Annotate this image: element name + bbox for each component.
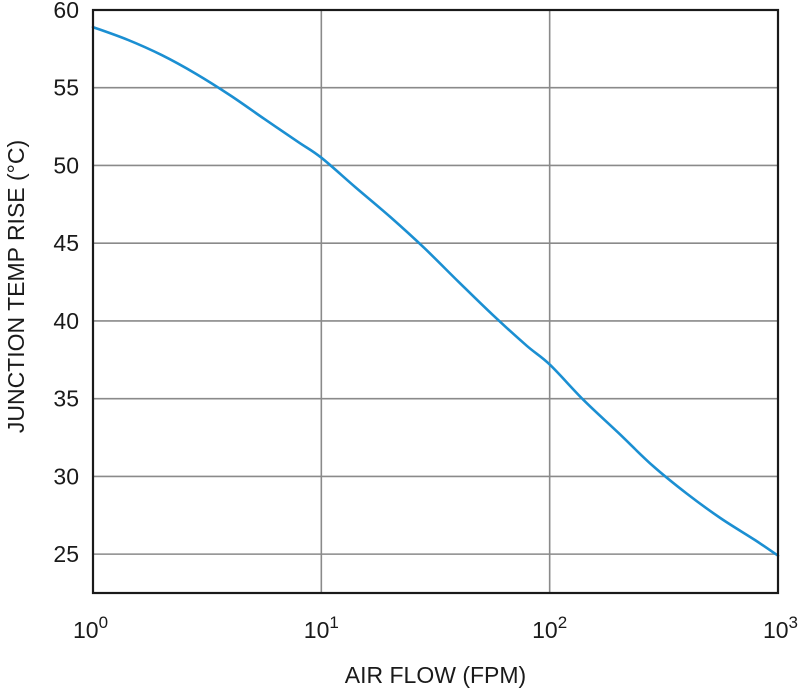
y-tick-label: 25: [53, 541, 79, 567]
series-line: [91, 25, 780, 557]
x-tick-base: 10: [73, 617, 99, 643]
x-tick-label: 101: [304, 613, 339, 643]
y-tick-label: 45: [53, 230, 79, 256]
plot-frame: [91, 8, 780, 595]
x-tick-exponent: 2: [558, 613, 567, 632]
y-tick-label: 40: [53, 308, 79, 334]
y-axis-label: JUNCTION TEMP RISE (°C): [3, 140, 29, 433]
y-tick-label: 55: [53, 75, 79, 101]
x-tick-base: 10: [532, 617, 558, 643]
x-tick-exponent: 0: [99, 613, 108, 632]
y-tick-label: 50: [53, 152, 79, 178]
x-tick-label: 100: [73, 613, 108, 643]
grid: [93, 10, 778, 593]
x-tick-base: 10: [763, 617, 789, 643]
y-tick-label: 60: [53, 0, 79, 23]
y-tick-label: 30: [53, 463, 79, 489]
x-tick-label: 102: [532, 613, 567, 643]
y-tick-labels: 25 30 35 40 45 50 55 60: [53, 0, 79, 567]
x-tick-exponent: 1: [329, 613, 338, 632]
series-layer: [91, 25, 780, 557]
y-tick-label: 35: [53, 386, 79, 412]
x-axis-label: AIR FLOW (FPM): [345, 662, 526, 688]
x-tick-exponent: 3: [789, 613, 798, 632]
x-tick-label: 103: [763, 613, 798, 643]
x-tick-labels: 100 101 102 103: [73, 613, 798, 643]
x-tick-base: 10: [304, 617, 330, 643]
